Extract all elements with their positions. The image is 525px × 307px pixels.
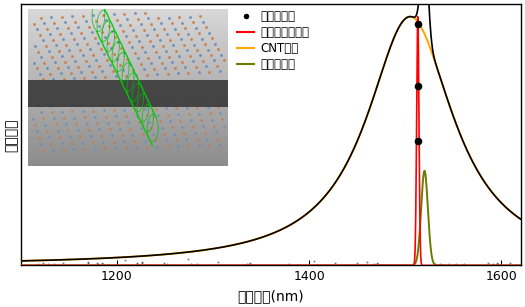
- Point: [34, 261, 43, 266]
- Point: [93, 261, 102, 266]
- Point: [492, 260, 501, 265]
- Point: [50, 262, 58, 267]
- Point: [93, 261, 101, 266]
- Point: [491, 263, 500, 268]
- Point: [309, 259, 318, 264]
- Point: [359, 262, 367, 267]
- Point: [373, 261, 381, 266]
- Point: [48, 262, 56, 267]
- Y-axis label: 発光強度: 発光強度: [4, 118, 18, 152]
- Point: [98, 261, 107, 266]
- Legend: 測定データ, フィッティング, CNT成分, 共振器成分: 測定データ, フィッティング, CNT成分, 共振器成分: [237, 10, 309, 71]
- Point: [268, 262, 277, 267]
- Point: [451, 263, 459, 268]
- Point: [370, 261, 378, 266]
- Point: [445, 262, 454, 266]
- Point: [59, 261, 67, 266]
- Point: [441, 262, 449, 267]
- Point: [104, 263, 112, 268]
- Point: [83, 261, 92, 266]
- Point: [489, 262, 498, 266]
- Point: [39, 260, 47, 265]
- Point: [414, 138, 422, 143]
- X-axis label: 発光波長(nm): 発光波長(nm): [237, 289, 304, 303]
- Point: [43, 263, 51, 268]
- Point: [457, 262, 466, 267]
- Point: [414, 84, 422, 89]
- Point: [248, 262, 257, 267]
- Point: [276, 262, 285, 267]
- Point: [94, 262, 102, 267]
- Point: [163, 261, 172, 266]
- Point: [83, 260, 92, 265]
- Point: [494, 262, 502, 267]
- Point: [62, 262, 70, 267]
- Point: [207, 262, 216, 267]
- Point: [138, 260, 146, 265]
- Point: [160, 261, 169, 266]
- Point: [471, 262, 480, 267]
- Point: [436, 262, 444, 266]
- Point: [250, 262, 258, 267]
- Point: [484, 260, 492, 265]
- Point: [363, 260, 371, 265]
- Point: [321, 262, 330, 267]
- Point: [293, 262, 302, 267]
- Point: [381, 262, 389, 267]
- Point: [506, 261, 514, 266]
- Point: [343, 262, 351, 267]
- Point: [44, 262, 52, 266]
- Point: [89, 262, 97, 267]
- Point: [452, 262, 460, 267]
- Point: [71, 262, 79, 267]
- Point: [133, 260, 141, 265]
- Point: [140, 262, 149, 267]
- Point: [460, 262, 468, 266]
- Point: [353, 260, 362, 265]
- Point: [214, 260, 223, 265]
- Point: [243, 261, 251, 266]
- Point: [218, 262, 226, 267]
- Point: [430, 261, 439, 266]
- Point: [77, 263, 86, 268]
- Point: [138, 260, 146, 265]
- Point: [381, 262, 389, 267]
- Point: [373, 262, 382, 266]
- Point: [414, 21, 422, 26]
- Point: [133, 261, 141, 266]
- Point: [245, 262, 254, 267]
- Point: [99, 262, 108, 267]
- Point: [184, 256, 193, 261]
- Point: [121, 258, 129, 262]
- Point: [245, 263, 253, 268]
- Point: [379, 262, 387, 267]
- Point: [187, 262, 195, 266]
- Point: [285, 261, 293, 266]
- Point: [330, 261, 339, 266]
- Point: [246, 261, 254, 266]
- Point: [313, 263, 321, 268]
- Point: [193, 261, 201, 266]
- Point: [145, 262, 153, 267]
- Point: [226, 262, 234, 267]
- Point: [216, 262, 225, 267]
